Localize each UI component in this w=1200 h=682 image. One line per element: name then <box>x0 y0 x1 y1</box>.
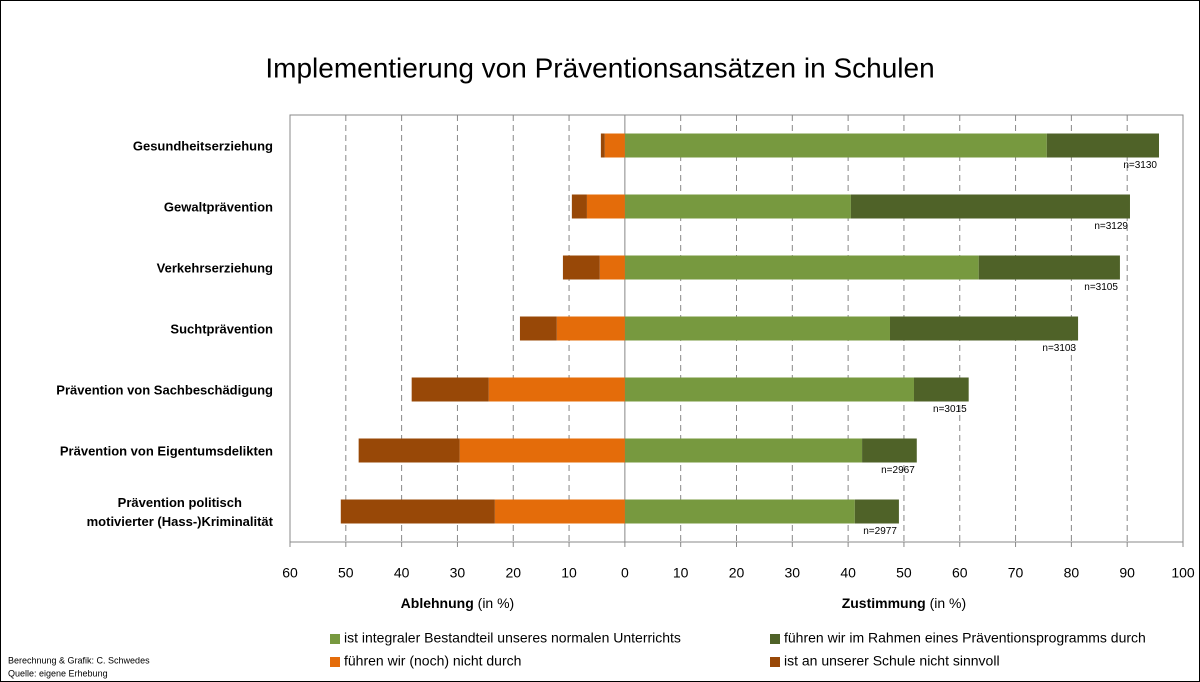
bar-segment <box>459 438 625 463</box>
x-tick-label: 60 <box>282 565 298 581</box>
legend-label: ist an unserer Schule nicht sinnvoll <box>784 653 1000 669</box>
chart-title: Implementierung von Präventionsansätzen … <box>265 52 934 83</box>
x-tick-label: 100 <box>1171 565 1195 581</box>
axis-title-unit: (in %) <box>930 595 967 611</box>
category-label: Gesundheitserziehung <box>132 138 273 153</box>
bar-segment <box>889 316 1079 341</box>
x-tick-label: 50 <box>896 565 912 581</box>
bar-segment <box>494 499 625 524</box>
bar-segment <box>411 377 489 402</box>
bar-segment <box>519 316 557 341</box>
bar-segment <box>358 438 460 463</box>
x-tick-label: 80 <box>1064 565 1080 581</box>
bar-segment <box>586 194 625 219</box>
n-label: n=3130 <box>1123 160 1157 171</box>
bar-segment <box>862 438 917 463</box>
category-label: Verkehrserziehung <box>156 260 273 275</box>
axis-title-bold: Zustimmung <box>842 595 926 611</box>
axis-title: Ablehnung (in %) <box>401 595 515 611</box>
category-label: Suchtprävention <box>170 321 273 336</box>
x-tick-label: 40 <box>394 565 410 581</box>
n-label: n=3105 <box>1084 282 1118 293</box>
axis-title-bold: Ablehnung <box>401 595 474 611</box>
legend-label: ist integraler Bestandteil unseres norma… <box>344 630 681 646</box>
bar-segment <box>624 316 890 341</box>
x-tick-label: 90 <box>1119 565 1135 581</box>
bar-segment <box>624 499 855 524</box>
category-label: Prävention politisch motivierter (Hass-)… <box>86 494 273 529</box>
bar-segment <box>600 133 605 158</box>
category-label: Prävention von Eigentumsdelikten <box>59 443 273 458</box>
x-tick-label: 50 <box>338 565 354 581</box>
axis-title: Zustimmung (in %) <box>842 595 966 611</box>
bar-segment <box>854 499 899 524</box>
bar-segment <box>624 438 863 463</box>
bar-segment <box>604 133 625 158</box>
bar-segment <box>562 255 600 280</box>
bar-segment <box>624 377 914 402</box>
bar-segment <box>913 377 969 402</box>
x-tick-label: 10 <box>561 565 577 581</box>
x-tick-label: 10 <box>673 565 689 581</box>
legend-swatch <box>330 634 340 644</box>
legend-swatch <box>770 657 780 667</box>
legend-swatch <box>330 657 340 667</box>
credit: Berechnung & Grafik: C. Schwedes <box>8 655 150 665</box>
x-tick-label: 20 <box>729 565 745 581</box>
axis-title-unit: (in %) <box>478 595 515 611</box>
x-tick-label: 30 <box>450 565 466 581</box>
n-label: n=2967 <box>881 465 915 476</box>
legend-swatch <box>770 634 780 644</box>
x-tick-label: 40 <box>840 565 856 581</box>
n-label: n=3129 <box>1094 221 1128 232</box>
n-label: n=3015 <box>933 404 967 415</box>
bar-segment <box>556 316 625 341</box>
bar-segment <box>1046 133 1160 158</box>
bar-segment <box>850 194 1130 219</box>
x-tick-label: 30 <box>785 565 801 581</box>
bar-segment <box>340 499 495 524</box>
x-tick-label: 60 <box>952 565 968 581</box>
x-tick-label: 0 <box>621 565 629 581</box>
n-label: n=2977 <box>863 526 897 537</box>
bar-segment <box>571 194 587 219</box>
category-label: Prävention von Sachbeschädigung <box>56 382 273 397</box>
bar-segment <box>624 255 979 280</box>
bar-segment <box>624 133 1047 158</box>
category-label: Gewaltprävention <box>163 199 273 214</box>
legend-label: führen wir im Rahmen eines Präventionspr… <box>784 630 1146 646</box>
legend-label: führen wir (noch) nicht durch <box>344 653 521 669</box>
x-tick-label: 20 <box>505 565 521 581</box>
bar-segment <box>624 194 851 219</box>
bar-segment <box>978 255 1120 280</box>
bar-segment <box>488 377 625 402</box>
n-label: n=3103 <box>1042 343 1076 354</box>
x-tick-label: 70 <box>1008 565 1024 581</box>
bar-segment <box>599 255 625 280</box>
credit: Quelle: eigene Erhebung <box>8 668 108 678</box>
